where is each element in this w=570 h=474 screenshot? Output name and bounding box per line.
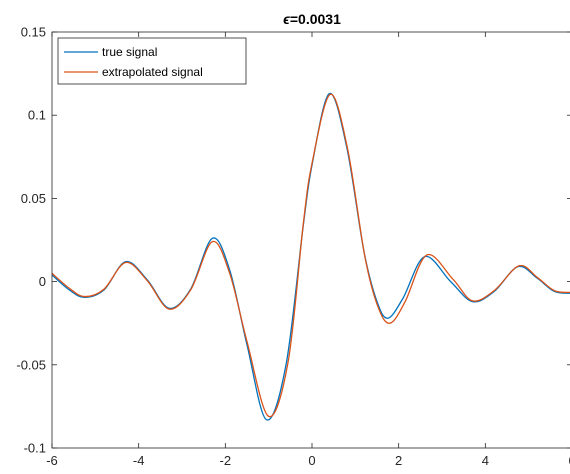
axes-background (52, 32, 570, 448)
legend-label-extrapolated-signal: extrapolated signal (102, 65, 203, 79)
chart-title: ϵ=0.0031 (283, 11, 341, 27)
x-tick-label: 0 (308, 453, 315, 468)
series-line-extrapolated-signal (51, 93, 570, 418)
x-tick-label: 2 (395, 453, 402, 468)
axes-box (51, 31, 570, 449)
y-tick-label: -0.05 (16, 357, 46, 372)
x-tick-label: -4 (133, 453, 145, 468)
x-tick-label: 6 (568, 453, 570, 468)
y-tick-label: 0 (39, 274, 46, 289)
title-value: =0.0031 (290, 11, 341, 27)
x-tick-label: -6 (46, 453, 58, 468)
y-tick-label: 0.15 (21, 25, 46, 40)
y-tick-label: -0.1 (24, 441, 46, 456)
y-tick-label: 0.05 (21, 191, 46, 206)
legend-label-true-signal: true signal (102, 45, 157, 59)
tick-labels: -6 -4 -2 0 2 4 6 -0.1 -0.05 0 0.05 0.1 0.15 (16, 25, 570, 469)
title-symbol: ϵ (283, 11, 290, 27)
legend: true signal extrapolated signal (57, 37, 247, 85)
x-tick-label: 4 (482, 453, 489, 468)
plot-lines (51, 92, 570, 421)
legend-box (57, 37, 247, 85)
x-tick-label: -2 (220, 453, 232, 468)
y-tick-label: 0.1 (28, 108, 46, 123)
